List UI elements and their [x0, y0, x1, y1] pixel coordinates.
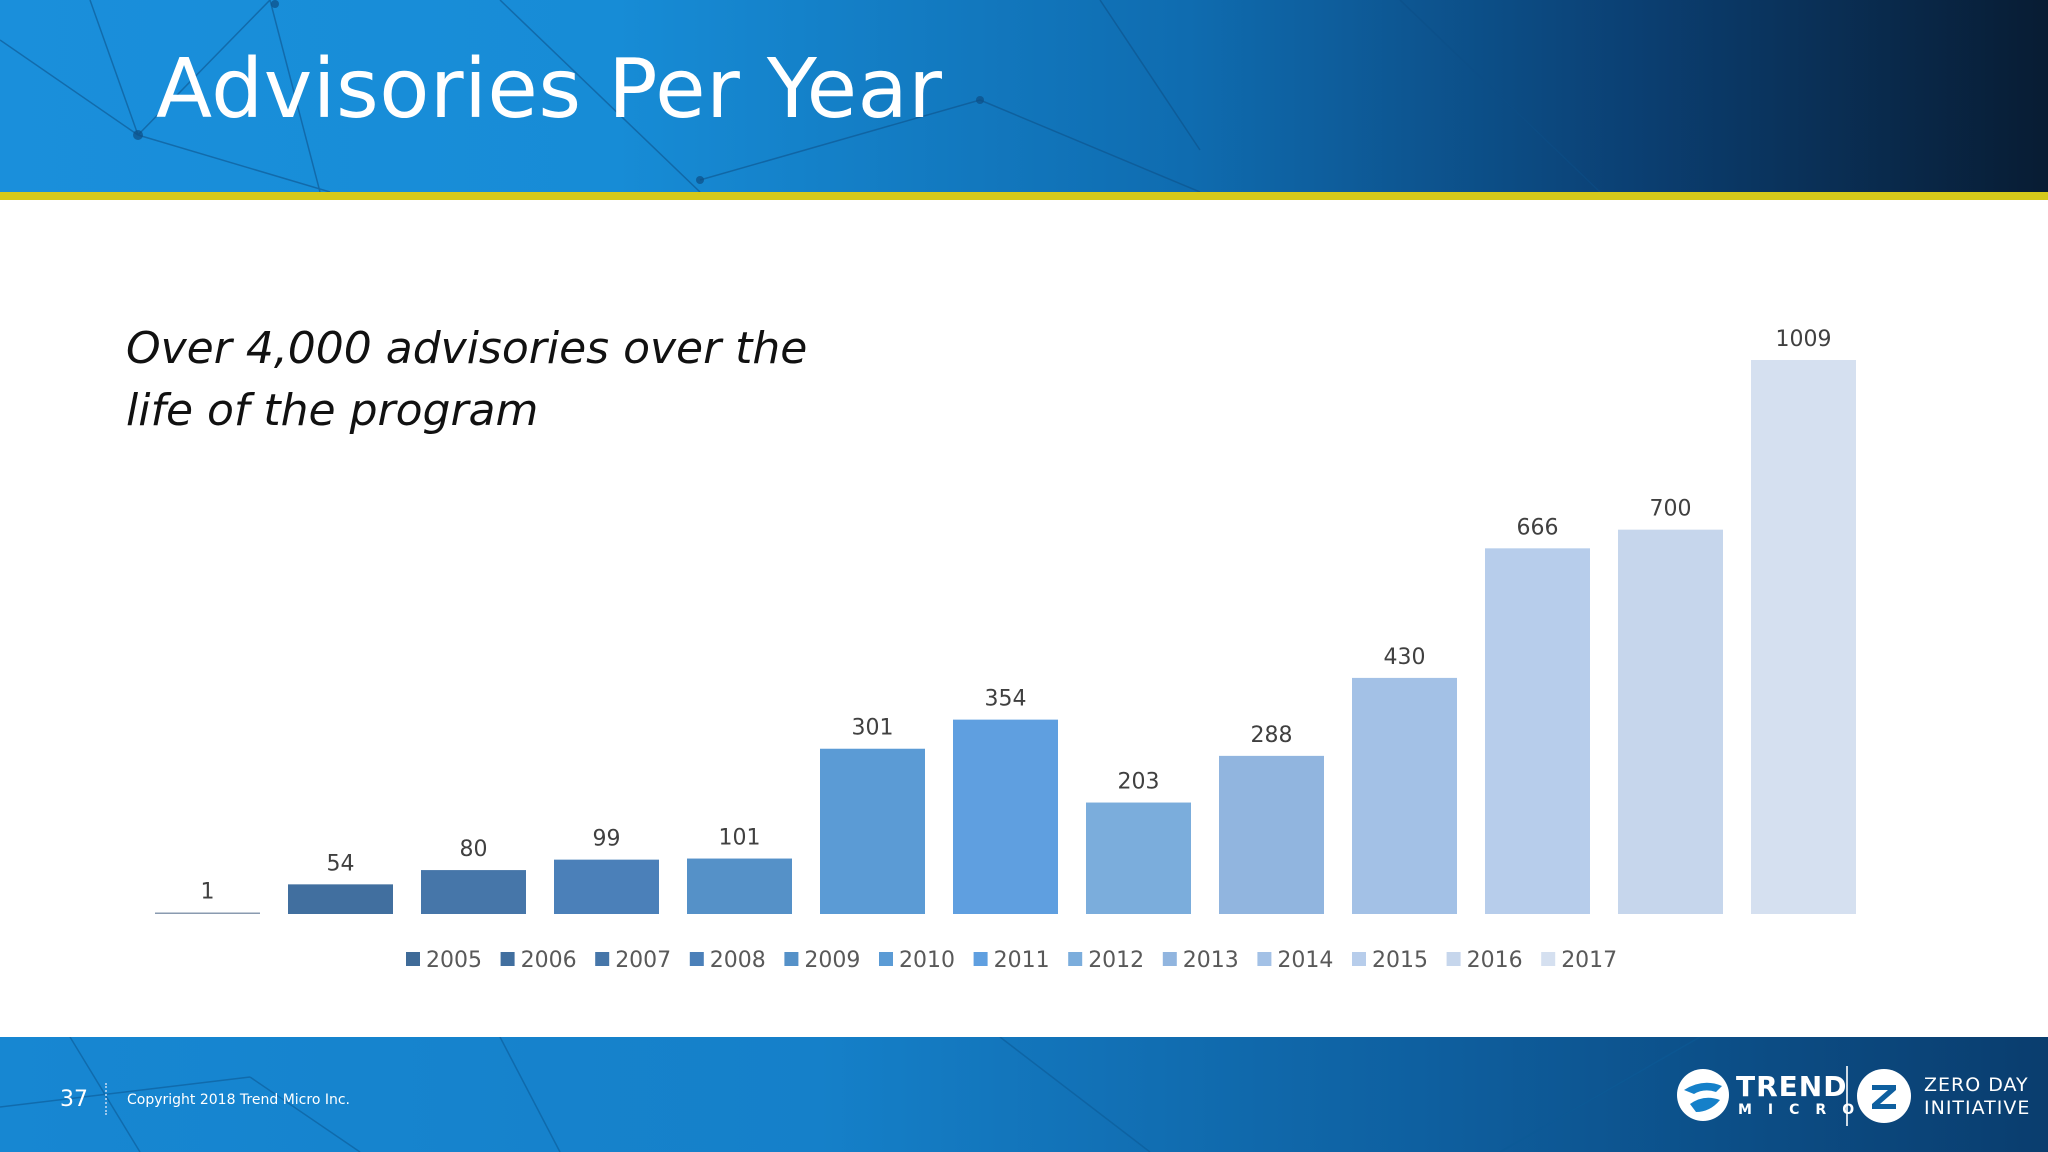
legend-label-2006: 2006: [521, 948, 577, 973]
legend-label-2014: 2014: [1277, 948, 1333, 973]
legend-label-2011: 2011: [994, 948, 1050, 973]
bar-2010: [820, 748, 925, 914]
legend: 2005 2006 2007 2008 2009 2010 2011 2012 2013 2014…: [406, 948, 1617, 973]
data-label-2016: 700: [1650, 497, 1692, 522]
legend-label-2017: 2017: [1561, 948, 1617, 973]
bar-2017: [1751, 360, 1856, 914]
data-label-2005: 1: [201, 880, 215, 905]
legend-swatch-2013: [1162, 952, 1177, 966]
legend-swatch-2016: [1446, 952, 1461, 966]
page-title: Advisories Per Year: [156, 42, 943, 137]
legend-label-2016: 2016: [1467, 948, 1523, 973]
legend-label-2009: 2009: [804, 948, 860, 973]
legend-swatch-2012: [1068, 952, 1083, 966]
bars: [155, 360, 1856, 914]
legend-label-2007: 2007: [615, 948, 671, 973]
legend-label-2013: 2013: [1183, 948, 1239, 973]
data-label-2013: 288: [1251, 723, 1293, 748]
legend-label-2010: 2010: [899, 948, 955, 973]
trend-ball-icon: [1677, 1069, 1729, 1121]
bar-chart: 1 54 80 99 101 301 354 203 288 430 666 700 1009 2005…: [155, 327, 1856, 973]
legend-swatch-2017: [1541, 952, 1556, 966]
data-label-2012: 203: [1118, 770, 1160, 795]
legend-swatch-2008: [689, 952, 704, 966]
bar-2007: [421, 870, 526, 914]
logo-divider: [1846, 1066, 1848, 1126]
bar-2012: [1086, 802, 1191, 914]
subtitle: Over 4,000 advisories over the life of t…: [126, 318, 846, 442]
legend-label-2005: 2005: [426, 948, 482, 973]
trend-wordmark: TREND: [1736, 1070, 1848, 1103]
legend-label-2012: 2012: [1088, 948, 1144, 973]
copyright-text: Copyright 2018 Trend Micro Inc.: [127, 1092, 350, 1108]
zdi-wordmark-line-2: INITIATIVE: [1924, 1097, 2031, 1119]
page-number: 37: [60, 1087, 88, 1112]
zero-day-initiative-logo: ZERO DAY INITIATIVE: [1856, 1064, 2046, 1130]
data-label-2006: 54: [327, 851, 355, 876]
data-label-2015: 666: [1517, 515, 1559, 540]
zdi-wordmark-line-1: ZERO DAY: [1924, 1074, 2029, 1096]
bar-2011: [953, 719, 1058, 914]
footer-divider: [105, 1083, 107, 1115]
data-label-2010: 301: [852, 716, 894, 741]
bar-2014: [1352, 677, 1457, 914]
data-label-2017: 1009: [1776, 327, 1832, 352]
legend-swatch-2006: [500, 952, 515, 966]
header-banner: Advisories Per Year: [0, 0, 2048, 192]
legend-swatch-2007: [595, 952, 610, 966]
data-label-2009: 101: [719, 826, 761, 851]
legend-swatch-2009: [784, 952, 799, 966]
bar-2005: [155, 912, 260, 914]
bar-2016: [1618, 529, 1723, 914]
legend-swatch-2011: [973, 952, 988, 966]
bar-2009: [687, 858, 792, 914]
legend-swatch-2005: [406, 952, 420, 966]
data-label-2014: 430: [1384, 645, 1426, 670]
legend-label-2008: 2008: [710, 948, 766, 973]
data-label-2011: 354: [985, 687, 1027, 712]
micro-wordmark: MICRO: [1738, 1102, 1871, 1118]
bar-2006: [288, 884, 393, 914]
legend-swatch-2015: [1352, 952, 1366, 966]
bar-2015: [1485, 548, 1590, 914]
data-label-2008: 99: [593, 827, 621, 852]
legend-label-2015: 2015: [1372, 948, 1428, 973]
accent-bar: [0, 192, 2048, 200]
legend-swatch-2010: [879, 952, 893, 966]
bar-2008: [554, 859, 659, 914]
trend-micro-logo: TREND MICRO: [1676, 1064, 1876, 1130]
legend-swatch-2014: [1257, 952, 1272, 966]
subtitle-line-2: life of the program: [126, 385, 539, 436]
network-pattern: [0, 0, 1601, 192]
subtitle-line-1: Over 4,000 advisories over the: [126, 323, 808, 374]
data-label-2007: 80: [460, 837, 488, 862]
zdi-z-icon: [1857, 1069, 1911, 1123]
bar-2013: [1219, 755, 1324, 914]
data-labels: 1 54 80 99 101 301 354 203 288 430 666 700 1009: [201, 327, 1832, 905]
